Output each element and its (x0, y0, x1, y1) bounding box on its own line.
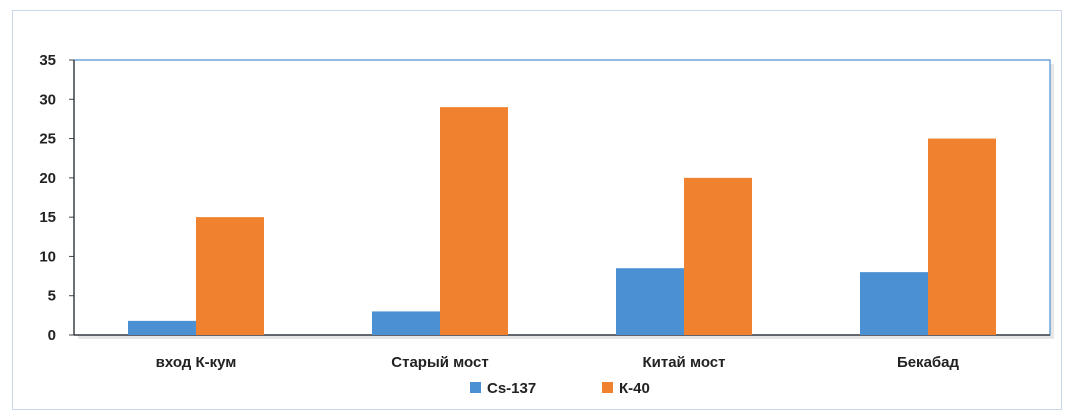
y-tick-label: 20 (39, 170, 56, 187)
legend-label: К-40 (619, 380, 650, 397)
legend-label: Cs-137 (487, 380, 536, 397)
y-tick-label: 5 (48, 288, 56, 305)
y-tick-label: 10 (39, 248, 56, 265)
y-tick-label: 0 (48, 327, 56, 344)
x-tick-label: Старый мост (391, 354, 488, 371)
bar-cs-137 (860, 272, 928, 335)
legend-swatch (602, 382, 613, 393)
bar-к-40 (928, 138, 996, 335)
bar-к-40 (440, 107, 508, 336)
y-tick-label: 25 (39, 131, 56, 148)
y-tick-label: 15 (39, 209, 56, 226)
bar-cs-137 (616, 268, 684, 335)
y-tick-label: 30 (39, 91, 56, 108)
x-tick-label: вход К-кум (156, 354, 237, 371)
bar-cs-137 (372, 311, 440, 335)
x-tick-label: Бекабад (897, 354, 960, 371)
legend-swatch (470, 382, 481, 393)
y-tick-label: 35 (39, 52, 56, 69)
x-tick-label: Китай мост (642, 354, 725, 371)
bar-cs-137 (128, 320, 196, 335)
bar-к-40 (196, 217, 264, 335)
bar-к-40 (684, 177, 752, 335)
